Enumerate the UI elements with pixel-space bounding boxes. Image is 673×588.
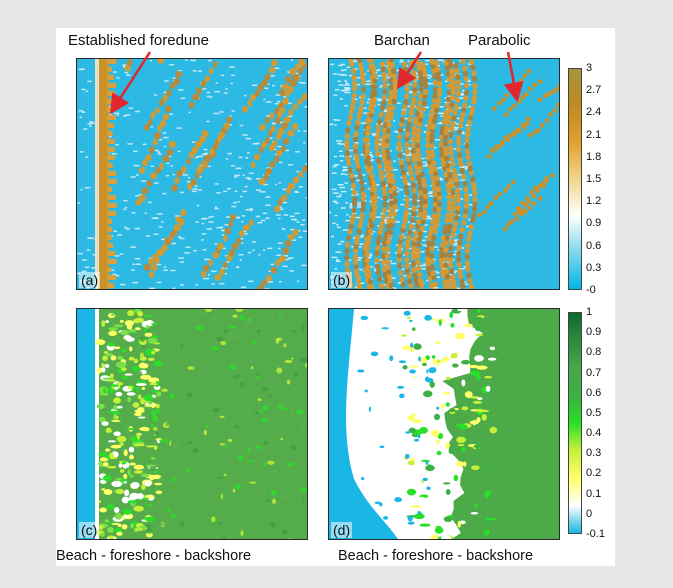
colorbar-tick: 2.4 (586, 106, 602, 119)
colorbar-tick: 0.8 (586, 346, 602, 359)
caption-right: Beach - foreshore - backshore (338, 548, 534, 564)
colorbar-tick: 0.5 (586, 406, 602, 419)
colorbar-tick: 0 (586, 507, 593, 520)
colorbar-tick: -0.1 (586, 528, 605, 540)
colorbar-tick: 1.5 (586, 173, 602, 185)
panel-d-label: (d) (331, 522, 353, 538)
panel-c-label: (c) (79, 522, 100, 538)
colorbar-tick: 1.2 (586, 195, 602, 208)
colorbar-tick: 1 (586, 306, 593, 318)
colorbar-tick: 0.6 (586, 239, 602, 252)
annotation-barchan: Barchan (374, 32, 430, 49)
colorbar-tick: 0.4 (586, 427, 602, 440)
annotation-parabolic: Parabolic (468, 32, 531, 49)
colorbar-tick: 0.7 (586, 366, 602, 379)
colorbar-tick: 0.2 (586, 467, 602, 480)
colorbar-tick: 0.6 (586, 386, 602, 399)
caption-left: Beach - foreshore - backshore (56, 548, 252, 564)
panel-c: (c) (76, 308, 308, 540)
colorbar-tick: -0 (586, 284, 596, 296)
panel-b: (b) (328, 58, 560, 290)
colorbar-tick: 0.9 (586, 217, 602, 230)
colorbar-tick: 2.1 (586, 128, 602, 141)
panel-d: (d) (328, 308, 560, 540)
colorbar-tick: 0.3 (586, 261, 602, 274)
colorbar-tick: 0.1 (586, 487, 602, 500)
colorbar-tick: 3 (586, 62, 593, 74)
colorbar-elevation (568, 68, 582, 290)
colorbar-tick: 2.7 (586, 84, 602, 97)
colorbar-tick: 1.8 (586, 150, 602, 163)
colorbar-vegetation (568, 312, 582, 534)
colorbar-tick: 0.3 (586, 447, 602, 460)
colorbar-tick: 0.9 (586, 326, 602, 339)
panel-b-label: (b) (331, 272, 353, 288)
panel-a: (a) (76, 58, 308, 290)
panel-a-label: (a) (79, 272, 101, 288)
annotation-established-foredune: Established foredune (68, 32, 209, 49)
figure-frame: Established foredune Barchan Parabolic (… (56, 28, 615, 566)
